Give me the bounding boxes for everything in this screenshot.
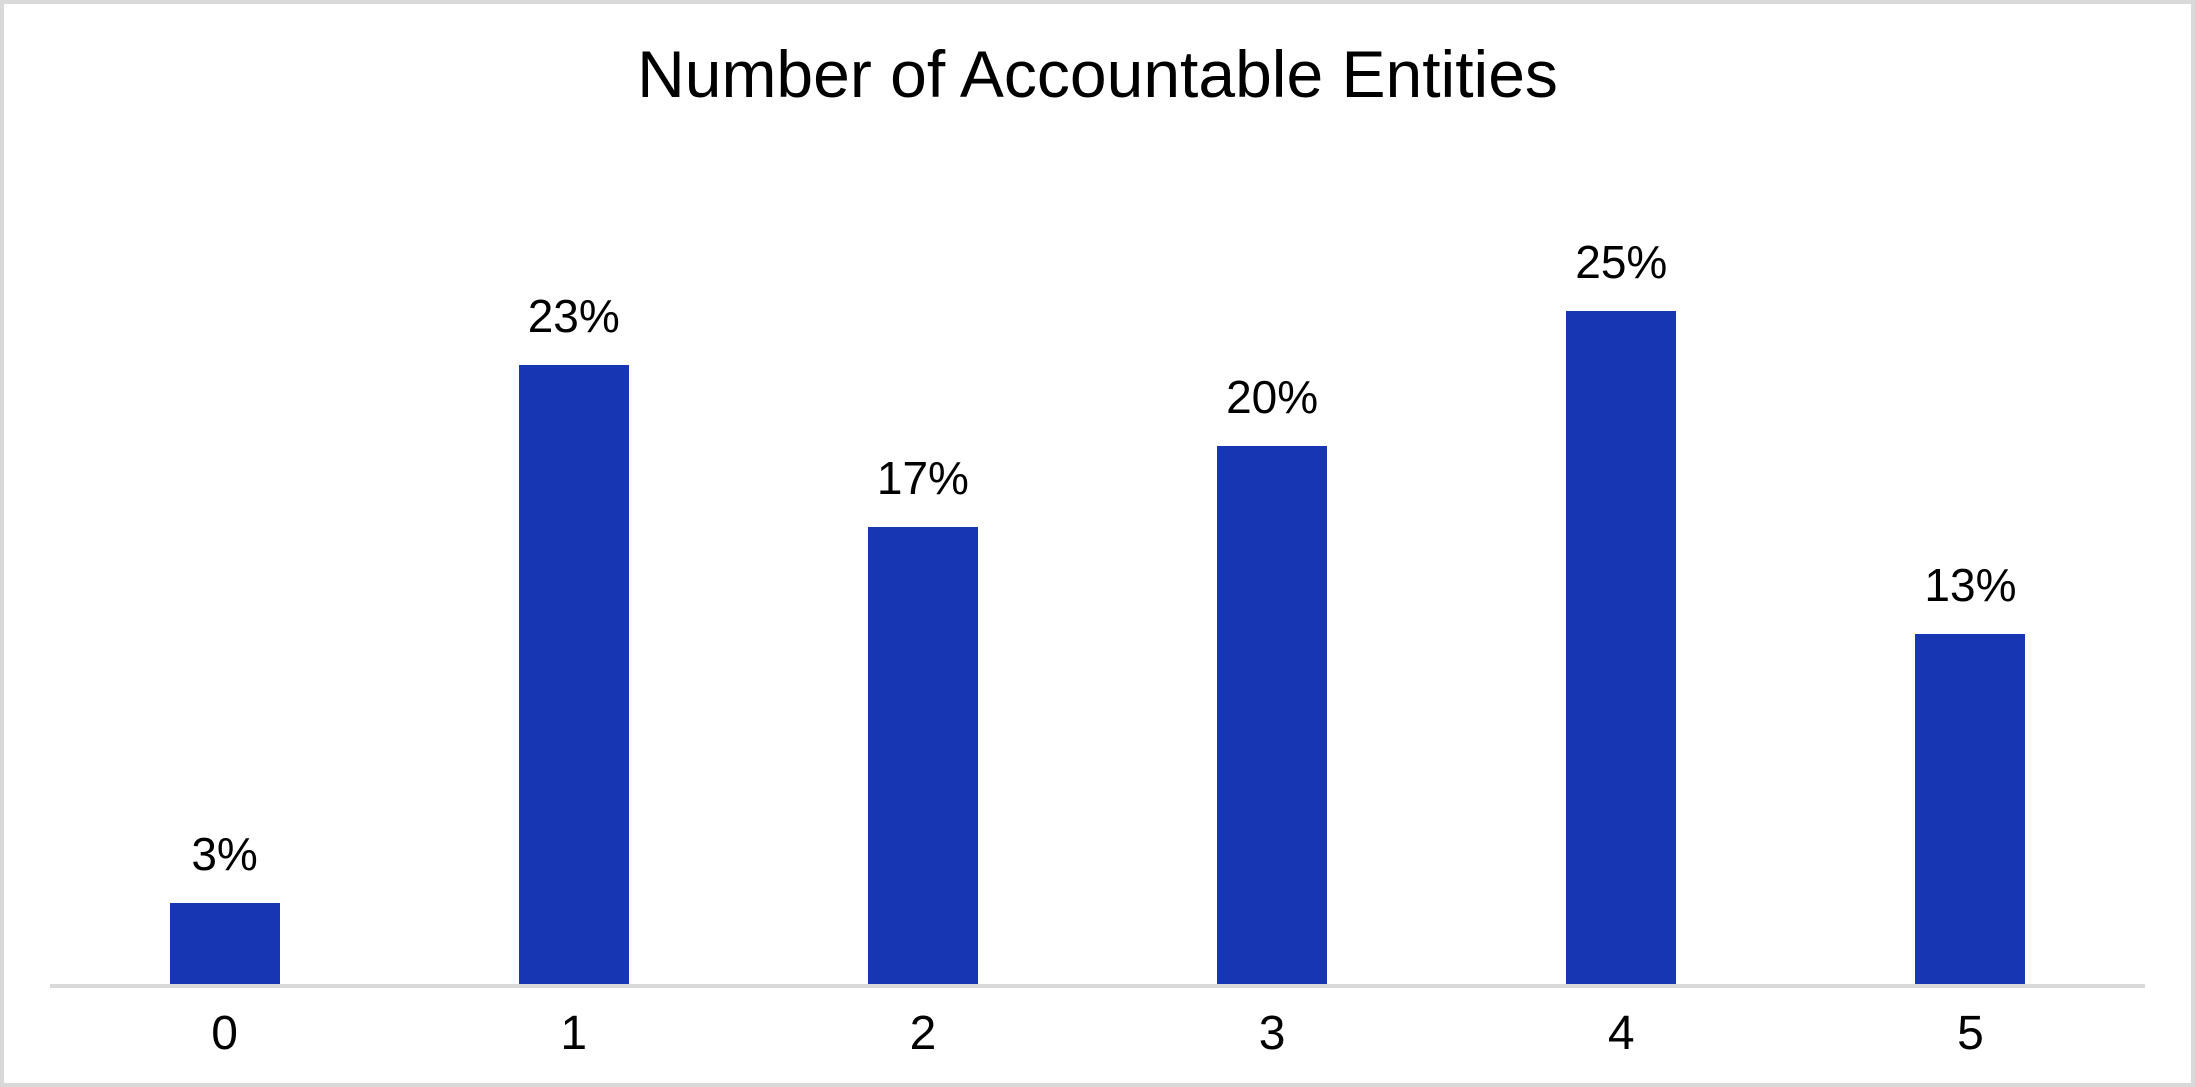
chart-title: Number of Accountable Entities <box>637 37 1558 111</box>
bar-value-label: 3% <box>191 828 258 880</box>
bar-column: 25% <box>1447 239 1796 984</box>
bar-value-label: 25% <box>1575 236 1668 288</box>
bar-column: 23% <box>399 293 748 984</box>
bar <box>1915 634 2026 984</box>
bar <box>1566 311 1677 984</box>
bar <box>518 365 629 984</box>
bar-column: 3% <box>50 831 399 984</box>
plot-area: 3% 23% 17% 20% 25% 13% <box>50 4 2145 984</box>
x-tick-label: 2 <box>909 1007 937 1060</box>
bar-value-label: 23% <box>527 290 620 342</box>
bar <box>867 527 978 984</box>
x-tick-label: 4 <box>1607 1007 1635 1060</box>
bar-value-label: 13% <box>1924 559 2017 611</box>
bars-container: 3% 23% 17% 20% 25% 13% <box>50 4 2145 984</box>
bar-column: 17% <box>748 455 1097 984</box>
x-tick-label: 1 <box>560 1007 588 1060</box>
bar-value-label: 17% <box>876 452 969 504</box>
bar-column: 20% <box>1098 374 1447 984</box>
bar <box>169 903 280 984</box>
x-tick-labels-row: 0 1 2 3 4 5 <box>50 1010 2145 1058</box>
x-tick-label: 0 <box>211 1007 238 1060</box>
bar <box>1217 446 1328 984</box>
x-tick-label: 3 <box>1258 1007 1286 1060</box>
x-axis-line <box>50 984 2145 988</box>
bar-value-label: 20% <box>1226 371 1319 423</box>
bar-column: 13% <box>1796 562 2145 984</box>
x-tick-label: 5 <box>1957 1007 1984 1060</box>
